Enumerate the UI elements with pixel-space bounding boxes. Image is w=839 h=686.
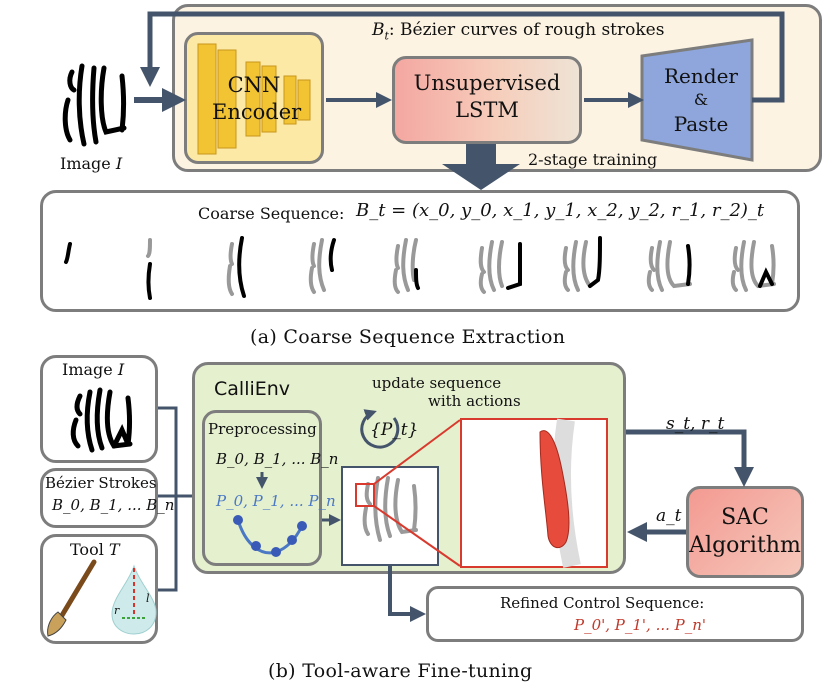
pt-label: {P_t} (370, 420, 419, 440)
canvas-strokes (362, 476, 418, 542)
bezier-curve-label: Bt: Bézier curves of rough strokes (372, 20, 665, 43)
preprocessing-b-list: B_0, B_1, ... B_n (216, 450, 339, 468)
zoomed-brush-stroke (539, 430, 570, 549)
bezier-strokes-title: Bézier Strokes (45, 474, 157, 492)
bezier-strokes-panel (40, 468, 158, 528)
input-character-image-b (70, 387, 133, 453)
caption-b: (b) Tool-aware Fine-tuning (268, 660, 533, 682)
control-points (233, 515, 307, 557)
state-reward-label: s_t, r_t (666, 414, 725, 434)
refined-sequence-panel (426, 586, 804, 642)
input-character-image (62, 63, 127, 147)
lstm-box (392, 56, 582, 144)
zoom-view (460, 418, 608, 568)
two-stage-arrow (442, 144, 520, 190)
two-stage-training-label: 2-stage training (528, 150, 658, 169)
tool-label: Tool T (70, 540, 120, 559)
bezier-strokes-list: B_0, B_1, ... B_n (52, 496, 175, 514)
coarse-sequence-label: Coarse Sequence: (198, 204, 345, 223)
render-paste-label: Render & Paste (664, 64, 738, 136)
cnn-layers (197, 43, 311, 155)
lstm-label: Unsupervised LSTM (413, 71, 561, 122)
refined-sequence-title: Refined Control Sequence: (500, 594, 705, 612)
cnn-encoder-label: CNN Encoder (212, 73, 302, 124)
image-label-a: Image I (60, 154, 123, 173)
render-paste-block (640, 38, 754, 162)
image-label-b: Image I (62, 360, 125, 379)
callienv-title: CalliEnv (214, 378, 291, 400)
caption-a: (a) Coarse Sequence Extraction (250, 326, 566, 348)
sac-label: SAC Algorithm (689, 505, 801, 558)
refined-sequence-values: P_0', P_1', ... P_n' (574, 616, 707, 634)
tool-radius-label: r (114, 604, 120, 617)
preprocessing-title: Preprocessing (208, 420, 317, 438)
coarse-sequence-panel (40, 190, 800, 312)
action-label: a_t (656, 506, 682, 526)
coarse-sequence-formula: B_t = (x_0, y_0, x_1, y_1, x_2, y_2, r_1… (356, 200, 765, 221)
coarse-sequence-frames (64, 236, 776, 300)
brush-tip-diagram (111, 564, 157, 635)
tool-length-label: l (146, 592, 150, 605)
sac-box (686, 486, 804, 578)
brush-icon (47, 559, 97, 637)
update-sequence-label: update sequence with actions (372, 374, 521, 410)
preprocessing-p-list: P_0, P_1, ... P_n (216, 492, 336, 510)
